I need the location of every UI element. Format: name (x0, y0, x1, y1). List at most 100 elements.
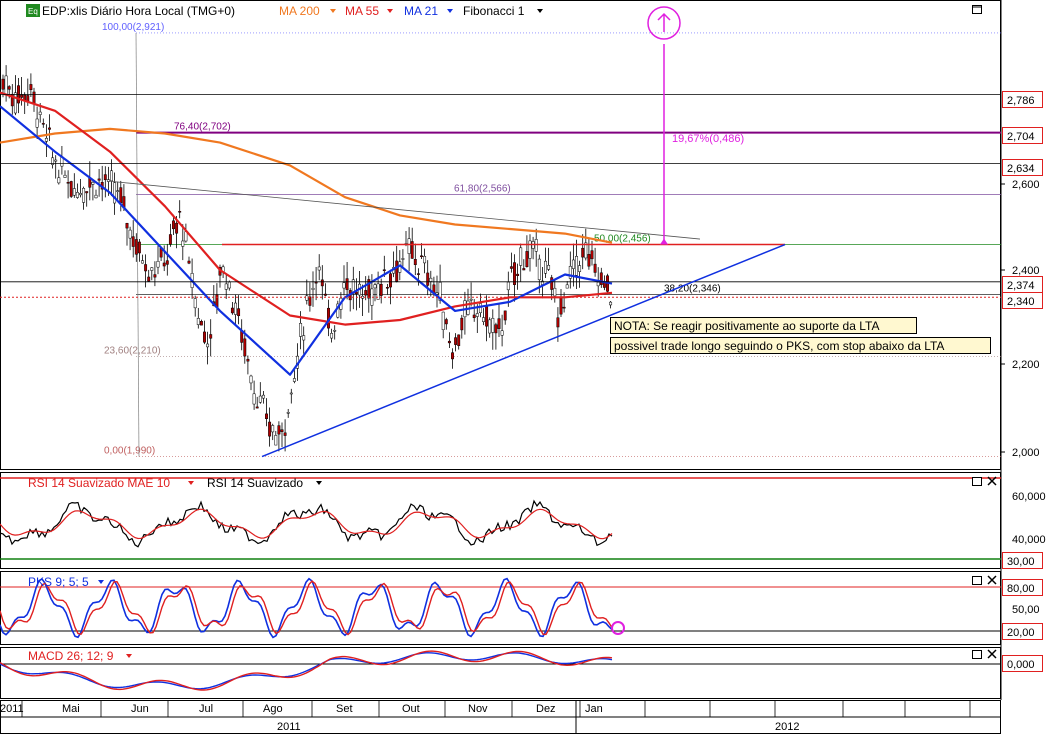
rsi-maximize-icon[interactable] (972, 477, 982, 486)
candle-body (460, 317, 464, 331)
candle-body (395, 260, 399, 282)
legend-ma200[interactable]: MA 200 (279, 4, 320, 18)
candle-body (578, 265, 582, 272)
fib-level-label: 0,00(1,990) (104, 446, 155, 457)
candle-body (156, 261, 160, 268)
rsi-menu-arrow[interactable] (188, 481, 194, 485)
candle-body (131, 236, 135, 247)
rsi-panel[interactable]: RSI 14 Suavizado MAE 10 RSI 14 Suavizado… (0, 476, 1046, 569)
trendlines[interactable]: 19,67%(0,486) (0, 6, 1001, 458)
ma55-menu-arrow[interactable] (387, 9, 393, 13)
y-tick-2200: 2,200 (1012, 359, 1040, 371)
price-label-2634: 2,634 (1007, 163, 1035, 175)
candle-body (426, 272, 430, 286)
candle-body (29, 84, 33, 90)
rsi-series-menu-arrow[interactable] (316, 481, 322, 485)
pks-close-icon[interactable] (987, 575, 997, 585)
candle-body (547, 265, 551, 270)
macd-menu-arrow[interactable] (126, 654, 132, 658)
pks-panel[interactable]: PKS 9; 5; 5 80,00 50,00 20,00 (0, 575, 1043, 640)
candle-body (57, 177, 61, 184)
candle-body (509, 266, 513, 269)
candle-body (488, 319, 492, 334)
candle-body (596, 281, 600, 287)
legend-ma55[interactable]: MA 55 (345, 4, 379, 18)
candle-body (7, 86, 11, 90)
candle-body (454, 337, 458, 345)
rsi-title[interactable]: RSI 14 Suavizado MAE 10 (28, 476, 170, 490)
candle-body (401, 258, 405, 260)
candle-body (258, 395, 262, 403)
rsi-lines (0, 499, 613, 548)
candle-body (544, 260, 547, 274)
maximize-main-button[interactable] (972, 5, 982, 14)
rsi-close-icon[interactable] (987, 476, 997, 486)
month-label-ago: Ago (263, 703, 283, 715)
note-box-1 (610, 317, 917, 334)
symbol-title[interactable]: EDP:xlis Diário Hora Local (TMG+0) (42, 4, 235, 18)
price-label-2704: 2,704 (1007, 131, 1035, 143)
pks-maximize-icon[interactable] (972, 576, 982, 585)
candle-body (413, 259, 417, 265)
pks-panel-buttons[interactable] (972, 575, 997, 585)
candle-body (320, 279, 324, 287)
candle-body (277, 425, 281, 435)
candle-body (537, 258, 541, 280)
candle-body (286, 412, 290, 414)
candle-body (119, 187, 123, 204)
pks-menu-arrow[interactable] (98, 580, 104, 584)
rsi-series-label[interactable]: RSI 14 Suavizado (207, 476, 303, 490)
ma21-menu-arrow[interactable] (447, 9, 453, 13)
rsi-panel-buttons[interactable] (972, 476, 997, 486)
candle-body (237, 308, 241, 317)
legend-fibonacci[interactable]: Fibonacci 1 (463, 4, 525, 18)
candle-body (268, 421, 272, 437)
candle-body (475, 313, 479, 317)
legend-ma21[interactable]: MA 21 (404, 4, 438, 18)
candle-body (522, 268, 526, 271)
fibonacci-levels[interactable]: 100,00(2,921) 76,40(2,702) 61,80(2,566) 50,… (102, 22, 1001, 457)
ma200-menu-arrow[interactable] (330, 9, 336, 13)
candle-body (265, 413, 268, 420)
rsi-tick-40: 40,000 (1012, 534, 1046, 546)
candle-body (416, 273, 420, 275)
candle-body (113, 182, 117, 204)
ma-line-ma200 (0, 127, 613, 244)
candle-body (609, 301, 613, 306)
trade-note[interactable]: NOTA: Se reagir positivamente ao suporte… (610, 317, 991, 354)
candle-body (54, 159, 58, 162)
candle-body (550, 277, 554, 290)
macd-panel-buttons[interactable] (972, 649, 997, 659)
candle-body (410, 241, 414, 259)
candle-body (472, 314, 476, 318)
candle-body (230, 307, 234, 314)
candle-body (283, 432, 287, 436)
candle-body (280, 429, 284, 432)
rsi-mae-line (0, 508, 613, 540)
candle-body (314, 281, 318, 284)
target-label: 19,67%(0,486) (672, 133, 744, 145)
fib-menu-arrow[interactable] (537, 9, 543, 13)
chart-header: Eq EDP:xlis Diário Hora Local (TMG+0) MA… (26, 4, 543, 18)
pks-title[interactable]: PKS 9; 5; 5 (28, 575, 89, 589)
candle-body (302, 335, 306, 341)
time-axis[interactable]: 2011 Mai Jun Jul Ago Set Out Nov Dez Jan… (0, 700, 1001, 734)
candle-body (308, 296, 312, 306)
macd-maximize-icon[interactable] (972, 650, 982, 659)
y-tick-2600: 2,600 (1012, 179, 1040, 191)
candle-body (196, 318, 200, 325)
year-label-2011: 2011 (277, 721, 301, 733)
candle-body (556, 317, 560, 328)
candle-body (224, 283, 228, 290)
fib-level-label: 61,80(2,566) (454, 183, 511, 194)
macd-close-icon[interactable] (987, 649, 997, 659)
price-label-2786: 2,786 (1007, 95, 1035, 107)
macd-zero-box (1002, 655, 1043, 672)
macd-title[interactable]: MACD 26; 12; 9 (28, 649, 114, 663)
candle-body (457, 334, 461, 346)
pks-upper-box (1002, 579, 1043, 596)
macd-panel[interactable]: MACD 26; 12; 9 0,000 (0, 649, 1043, 691)
candle-body (32, 91, 36, 104)
candle-body (494, 324, 498, 334)
